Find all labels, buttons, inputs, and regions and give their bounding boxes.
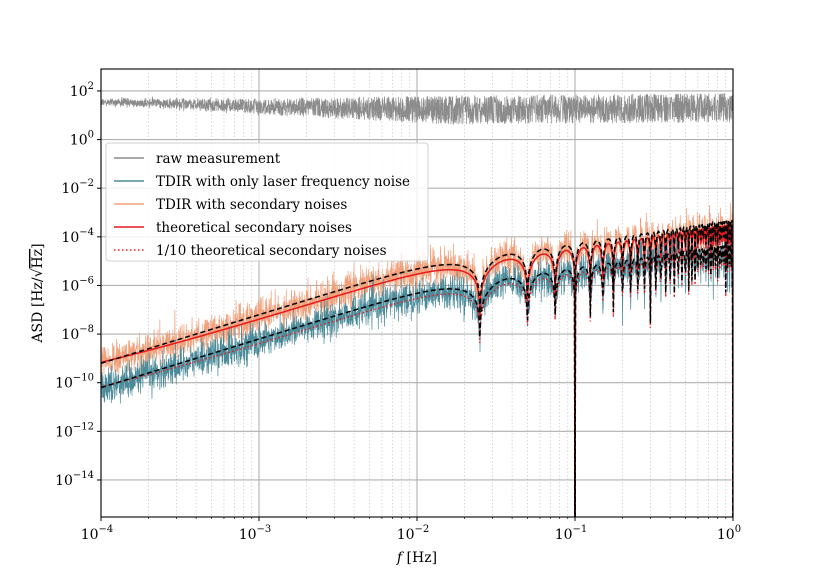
y-tick-base: 10 [55, 376, 73, 392]
x-tick-base: 10 [555, 527, 573, 543]
legend-label-4: theoretical secondary noises [156, 220, 352, 236]
legend-label-2: TDIR with only laser frequency noise [156, 174, 410, 190]
y-tick-base: 10 [61, 327, 79, 343]
y-tick-label: 10−6 [61, 275, 94, 294]
x-tick-exponent: −3 [257, 524, 272, 535]
y-tick-base: 10 [70, 84, 88, 100]
y-axis-label-suffix: ] [30, 243, 46, 248]
y-tick-base: 10 [55, 424, 73, 440]
x-tick-label: 10−3 [239, 524, 272, 543]
y-tick-exponent: 2 [88, 81, 94, 92]
series-theoretical-secondary-noises [101, 223, 733, 517]
dashed-fit-2 [101, 219, 733, 517]
y-tick-base: 10 [61, 278, 79, 294]
y-tick-label: 10−10 [55, 373, 94, 392]
x-axis-label-unit: [Hz] [402, 550, 437, 566]
series-raw-measurement [101, 93, 733, 125]
x-tick-base: 10 [81, 527, 99, 543]
legend-box [105, 142, 429, 262]
x-tick-label: 10−4 [81, 524, 114, 543]
x-tick-base: 10 [239, 527, 257, 543]
x-tick-label: 10−2 [397, 524, 430, 543]
legend-label-3: TDIR with secondary noises [156, 197, 347, 213]
x-axis-label-italic: f [396, 550, 405, 566]
y-tick-exponent: −10 [73, 373, 94, 384]
legend-label-5: 1/10 theoretical secondary noises [156, 243, 387, 259]
series-layer [101, 93, 733, 517]
y-tick-label: 100 [70, 130, 94, 149]
y-tick-base: 10 [55, 473, 73, 489]
x-tick-exponent: 0 [735, 524, 741, 535]
y-axis-label-prefix: ASD [Hz/ [30, 277, 46, 343]
series-tdir-laser-noise [101, 227, 733, 404]
x-tick-label: 10−1 [555, 524, 588, 543]
series-tdir-secondary-noises [101, 202, 733, 381]
legend: raw measurement TDIR with only laser freq… [105, 142, 429, 262]
y-tick-base: 10 [61, 181, 79, 197]
y-tick-label: 10−12 [55, 421, 94, 440]
x-tick-base: 10 [397, 527, 415, 543]
svg-text:ASD [Hz/√Hz]: ASD [Hz/√Hz] [30, 243, 46, 343]
legend-label-1: raw measurement [156, 151, 281, 167]
x-tick-label: 100 [717, 524, 741, 543]
y-axis-label: ASD [Hz/√Hz] [30, 243, 46, 343]
y-tick-exponent: 0 [88, 130, 94, 141]
y-tick-exponent: −12 [73, 421, 94, 432]
x-tick-exponent: −1 [573, 524, 588, 535]
y-tick-exponent: −14 [73, 470, 94, 481]
y-tick-exponent: −8 [79, 324, 94, 335]
y-tick-label: 10−8 [61, 324, 94, 343]
y-tick-exponent: −4 [79, 227, 94, 238]
y-tick-label: 10−4 [61, 227, 94, 246]
y-tick-base: 10 [61, 230, 79, 246]
y-axis-label-sqrt-symbol: √ [30, 268, 46, 277]
x-axis-label: f [Hz] [396, 550, 437, 566]
series-one-tenth-theoretical [101, 248, 733, 517]
y-tick-base: 10 [70, 133, 88, 149]
y-tick-label: 10−14 [55, 470, 94, 489]
y-tick-exponent: −6 [79, 275, 94, 286]
x-tick-base: 10 [717, 527, 735, 543]
axis-ticks: 10−4 10−3 10−2 10−1 10010210010−210−410−610−… [55, 81, 741, 543]
y-tick-label: 10−2 [61, 178, 94, 197]
y-tick-label: 102 [70, 81, 94, 100]
y-axis-label-radicand: Hz [30, 249, 46, 269]
x-tick-exponent: −2 [415, 524, 430, 535]
y-tick-exponent: −2 [79, 178, 94, 189]
x-tick-exponent: −4 [99, 524, 114, 535]
dashed-fit-1 [101, 244, 733, 517]
